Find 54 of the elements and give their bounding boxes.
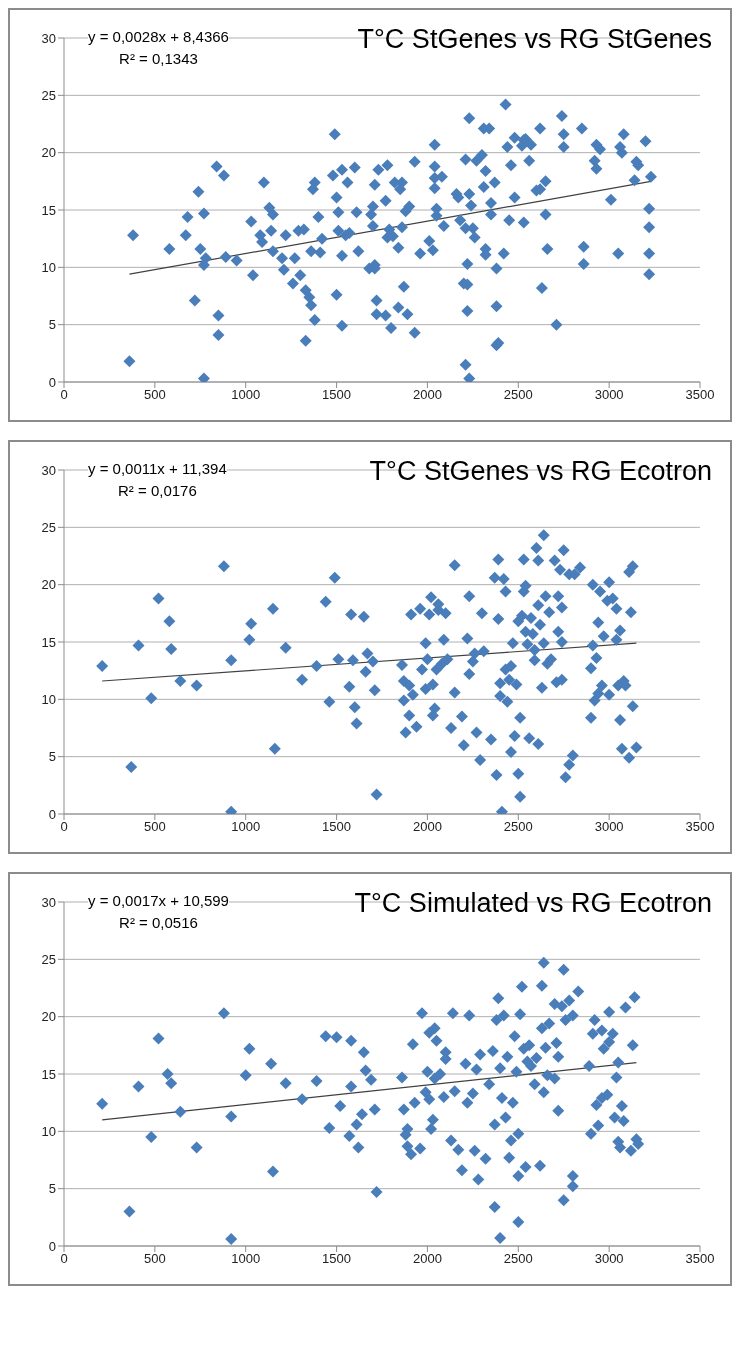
x-tick-label: 0 [60, 387, 68, 403]
annotation: y = 0,0017x + 10,599 [88, 891, 229, 911]
annotation: R² = 0,1343 [118, 49, 199, 69]
y-tick-label: 0 [48, 1238, 56, 1254]
y-tick-label: 10 [41, 259, 56, 275]
x-tick-label: 3000 [594, 387, 624, 403]
chart-title: T°C Simulated vs RG Ecotron [354, 888, 712, 919]
x-tick-label: 1000 [231, 387, 261, 403]
x-tick-label: 3500 [685, 387, 715, 403]
y-tick-label: 30 [41, 894, 56, 910]
x-tick-label: 2000 [412, 1251, 442, 1267]
x-tick-label: 2000 [412, 387, 442, 403]
y-tick-label: 20 [41, 577, 56, 593]
x-tick-label: 500 [144, 1251, 166, 1267]
y-tick-label: 15 [41, 1066, 56, 1082]
annotation: y = 0,0011x + 11,394 [88, 459, 227, 479]
y-tick-label: 0 [48, 374, 56, 390]
x-tick-label: 1500 [322, 1251, 352, 1267]
x-tick-label: 1500 [322, 819, 352, 835]
y-tick-label: 25 [41, 87, 56, 103]
x-tick-label: 3500 [685, 819, 715, 835]
y-tick-label: 20 [41, 1009, 56, 1025]
x-tick-label: 3000 [594, 1251, 624, 1267]
y-tick-label: 10 [41, 691, 56, 707]
y-tick-label: 20 [41, 145, 56, 161]
annotation: R² = 0,0176 [116, 481, 198, 501]
x-tick-label: 2000 [412, 819, 442, 835]
chart-title: T°C StGenes vs RG StGenes [357, 24, 712, 55]
y-tick-label: 5 [48, 749, 56, 765]
y-tick-label: 30 [41, 30, 56, 46]
x-tick-label: 2500 [503, 1251, 533, 1267]
y-tick-label: 25 [41, 951, 56, 967]
x-tick-label: 2500 [503, 819, 533, 835]
y-tick-label: 15 [41, 634, 56, 650]
x-tick-label: 2500 [503, 387, 533, 403]
annotation: y = 0,0028x + 8,4366 [88, 27, 229, 47]
x-tick-label: 1000 [231, 819, 261, 835]
chart-title: T°C StGenes vs RG Ecotron [369, 456, 712, 487]
x-tick-label: 0 [60, 819, 68, 835]
x-tick-label: 500 [144, 819, 166, 835]
y-tick-label: 30 [41, 462, 56, 478]
y-tick-label: 10 [41, 1123, 56, 1139]
x-tick-label: 3000 [594, 819, 624, 835]
x-tick-label: 3500 [685, 1251, 715, 1267]
y-tick-label: 0 [48, 806, 56, 822]
y-tick-label: 5 [48, 1181, 56, 1197]
x-tick-label: 1500 [322, 387, 352, 403]
y-tick-label: 15 [41, 202, 56, 218]
y-tick-label: 5 [48, 317, 56, 333]
x-tick-label: 1000 [231, 1251, 261, 1267]
x-tick-label: 500 [144, 387, 166, 403]
annotation: R² = 0,0516 [118, 913, 199, 933]
y-tick-label: 25 [41, 519, 56, 535]
x-tick-label: 0 [60, 1251, 68, 1267]
